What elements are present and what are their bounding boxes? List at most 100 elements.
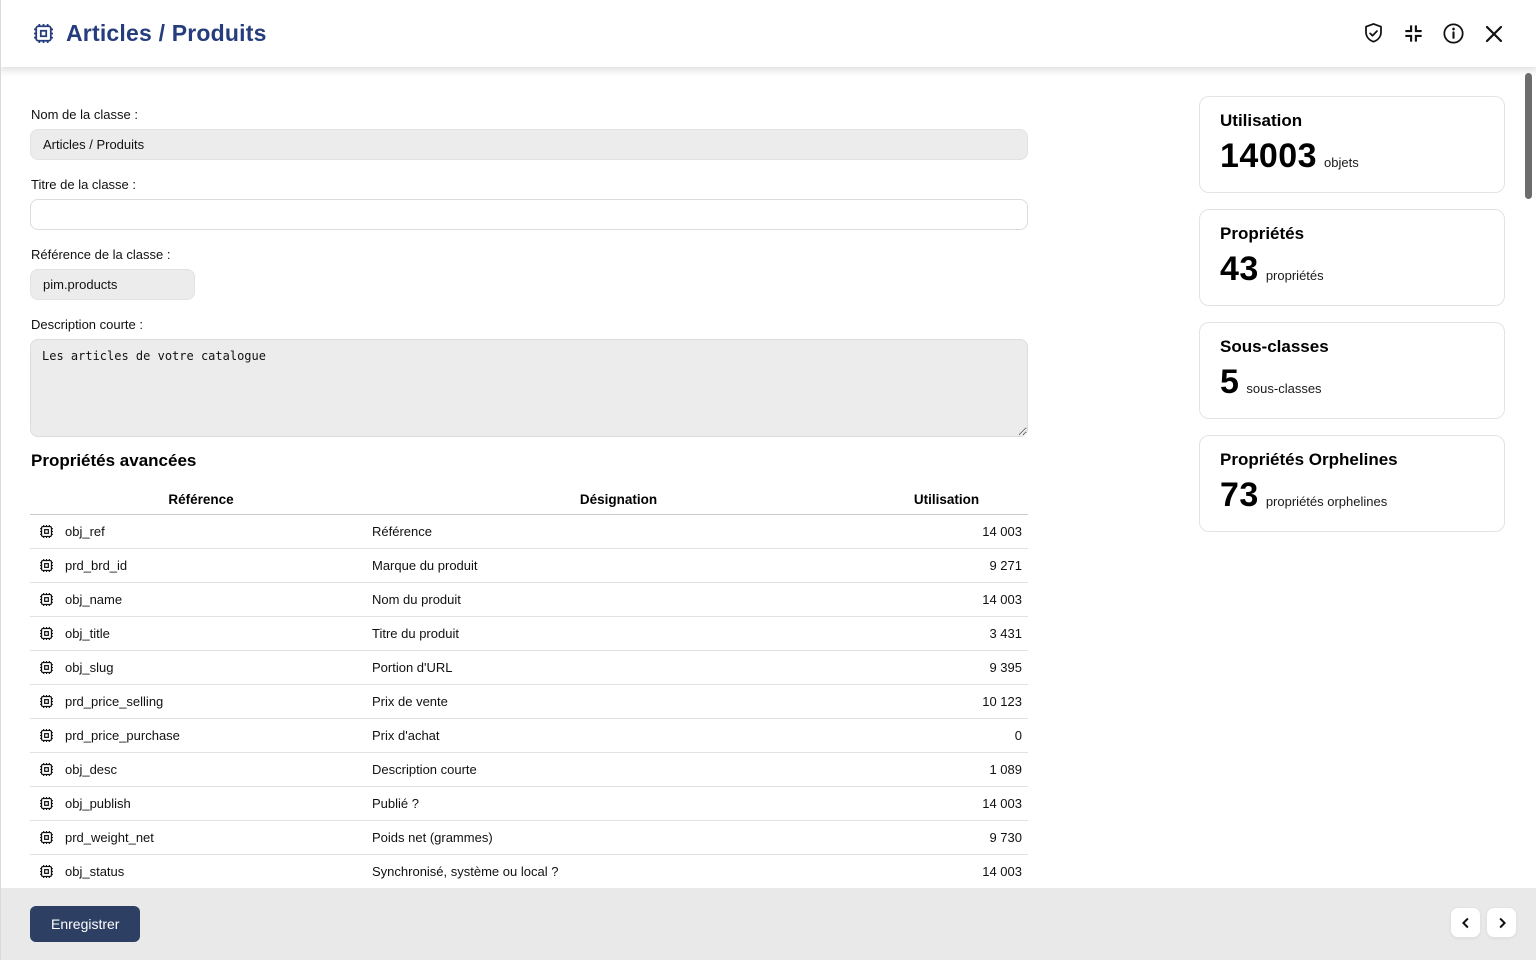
property-reference: obj_name bbox=[65, 591, 123, 607]
property-chip-icon bbox=[38, 795, 55, 812]
class-chip-icon bbox=[31, 21, 56, 46]
table-row: prd_price_selling Prix de vente 10 123 bbox=[30, 684, 1028, 719]
property-utilisation: 3 431 bbox=[865, 616, 1028, 651]
property-reference: prd_weight_net bbox=[65, 829, 154, 845]
properties-table-body: obj_ref Référence 14 003 prd_brd_id Marq… bbox=[30, 514, 1028, 888]
properties-table-header-row: Référence Désignation Utilisation bbox=[30, 485, 1028, 515]
panel-header: Articles / Produits bbox=[1, 0, 1536, 67]
scrollbar-thumb[interactable] bbox=[1525, 73, 1532, 199]
property-utilisation: 9 271 bbox=[865, 548, 1028, 583]
property-chip-icon bbox=[38, 523, 55, 540]
property-designation: Synchronisé, système ou local ? bbox=[372, 854, 865, 888]
stat-card-title: Sous-classes bbox=[1220, 337, 1329, 356]
property-designation: Description courte bbox=[372, 752, 865, 787]
property-reference: obj_desc bbox=[65, 761, 118, 777]
column-header-reference: Référence bbox=[30, 485, 372, 515]
table-row: obj_slug Portion d'URL 9 395 bbox=[30, 650, 1028, 685]
stat-card-unit: propriétés orphelines bbox=[1265, 494, 1388, 509]
property-designation: Portion d'URL bbox=[372, 650, 865, 685]
stat-card: Propriétés 43 propriétés bbox=[1199, 209, 1505, 306]
panel-title-group: Articles / Produits bbox=[31, 20, 267, 47]
stat-card-title: Propriétés bbox=[1220, 224, 1305, 243]
security-button[interactable] bbox=[1359, 19, 1388, 48]
advanced-properties-title: Propriétés avancées bbox=[31, 451, 197, 470]
table-row: obj_status Synchronisé, système ou local… bbox=[30, 854, 1028, 888]
property-designation: Poids net (grammes) bbox=[372, 820, 865, 855]
class-name-input bbox=[30, 129, 1028, 160]
property-reference: prd_price_selling bbox=[65, 693, 164, 709]
stat-card-unit: objets bbox=[1324, 155, 1359, 170]
property-reference: obj_slug bbox=[65, 659, 114, 675]
property-chip-icon bbox=[38, 591, 55, 608]
property-designation: Nom du produit bbox=[372, 582, 865, 617]
stat-card: Sous-classes 5 sous-classes bbox=[1199, 322, 1505, 419]
property-utilisation: 14 003 bbox=[865, 514, 1028, 549]
property-chip-icon bbox=[38, 625, 55, 642]
next-button[interactable] bbox=[1486, 907, 1517, 938]
table-row: prd_price_purchase Prix d'achat 0 bbox=[30, 718, 1028, 753]
property-utilisation: 1 089 bbox=[865, 752, 1028, 787]
stat-card-value: 14003 bbox=[1220, 137, 1318, 175]
stat-card: Utilisation 14003 objets bbox=[1199, 96, 1505, 193]
property-designation: Référence bbox=[372, 514, 865, 549]
stat-card-value: 5 bbox=[1220, 363, 1240, 401]
class-title-input[interactable] bbox=[30, 199, 1028, 230]
property-utilisation: 14 003 bbox=[865, 582, 1028, 617]
table-row: obj_ref Référence 14 003 bbox=[30, 514, 1028, 549]
field-label-description: Description courte : bbox=[31, 317, 143, 332]
stat-card-value: 73 bbox=[1220, 476, 1259, 514]
property-reference: prd_price_purchase bbox=[65, 727, 180, 743]
class-reference-input bbox=[30, 269, 195, 300]
chevron-right-icon bbox=[1493, 914, 1511, 932]
save-button[interactable]: Enregistrer bbox=[30, 906, 141, 942]
property-utilisation: 14 003 bbox=[865, 786, 1028, 821]
class-description-textarea[interactable]: Les articles de votre catalogue bbox=[30, 339, 1028, 437]
shield-check-icon bbox=[1361, 21, 1386, 46]
property-chip-icon bbox=[38, 557, 55, 574]
pagination-buttons bbox=[1450, 907, 1517, 938]
table-row: obj_name Nom du produit 14 003 bbox=[30, 582, 1028, 617]
property-designation: Prix d'achat bbox=[372, 718, 865, 753]
table-row: obj_publish Publié ? 14 003 bbox=[30, 786, 1028, 821]
panel-footer: Enregistrer bbox=[1, 888, 1536, 960]
property-designation: Marque du produit bbox=[372, 548, 865, 583]
stat-card-title: Propriétés Orphelines bbox=[1220, 450, 1398, 469]
property-reference: obj_ref bbox=[65, 523, 105, 539]
property-chip-icon bbox=[38, 829, 55, 846]
property-chip-icon bbox=[38, 761, 55, 778]
table-row: obj_title Titre du produit 3 431 bbox=[30, 616, 1028, 651]
property-utilisation: 10 123 bbox=[865, 684, 1028, 719]
property-reference: prd_brd_id bbox=[65, 557, 128, 573]
previous-button[interactable] bbox=[1450, 907, 1481, 938]
property-designation: Publié ? bbox=[372, 786, 865, 821]
property-utilisation: 0 bbox=[865, 718, 1028, 753]
table-row: prd_weight_net Poids net (grammes) 9 730 bbox=[30, 820, 1028, 855]
property-utilisation: 9 395 bbox=[865, 650, 1028, 685]
close-button[interactable] bbox=[1480, 20, 1508, 48]
table-row: prd_brd_id Marque du produit 9 271 bbox=[30, 548, 1028, 583]
stat-card-unit: propriétés bbox=[1265, 268, 1324, 283]
info-button[interactable] bbox=[1439, 19, 1468, 48]
field-label-name: Nom de la classe : bbox=[31, 107, 138, 122]
column-header-designation: Désignation bbox=[372, 485, 865, 515]
info-icon bbox=[1441, 21, 1466, 46]
property-reference: obj_status bbox=[65, 863, 125, 879]
panel-content: Nom de la classe : Titre de la classe : … bbox=[1, 67, 1536, 888]
property-chip-icon bbox=[38, 693, 55, 710]
header-actions bbox=[1359, 19, 1508, 48]
panel-title: Articles / Produits bbox=[66, 20, 267, 46]
property-designation: Titre du produit bbox=[372, 616, 865, 651]
chevron-left-icon bbox=[1457, 914, 1475, 932]
properties-table: Référence Désignation Utilisation obj_re… bbox=[30, 485, 1028, 888]
class-form: Nom de la classe : Titre de la classe : … bbox=[30, 67, 1028, 888]
property-chip-icon bbox=[38, 863, 55, 880]
property-chip-icon bbox=[38, 727, 55, 744]
property-utilisation: 9 730 bbox=[865, 820, 1028, 855]
compress-icon bbox=[1402, 22, 1425, 45]
property-designation: Prix de vente bbox=[372, 684, 865, 719]
field-label-reference: Référence de la classe : bbox=[31, 247, 171, 262]
stats-sidebar: Utilisation 14003 objets Propriétés 43 pro… bbox=[1199, 96, 1505, 548]
compress-button[interactable] bbox=[1400, 20, 1427, 47]
scrollbar-track[interactable] bbox=[1522, 67, 1536, 960]
